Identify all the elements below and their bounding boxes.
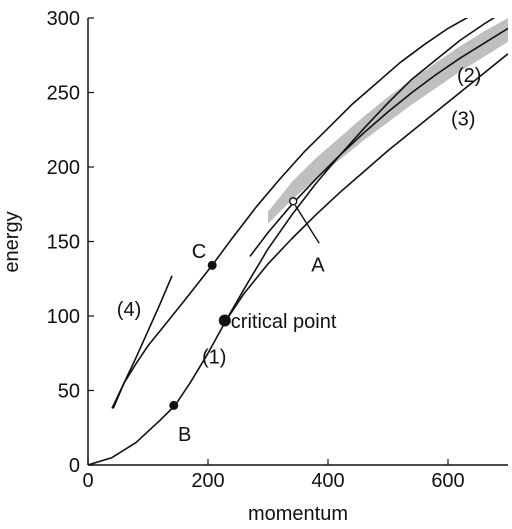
series-line-c [112, 18, 469, 409]
annotation-2: (2) [457, 65, 481, 87]
axes [87, 18, 508, 466]
points-layer [169, 197, 320, 410]
y-tick-label-150: 150 [47, 232, 80, 254]
point-c [207, 260, 217, 270]
x-tick-label-600: 600 [431, 470, 464, 492]
annotation-b: B [178, 424, 191, 446]
shaded-band [268, 18, 508, 224]
annotation-3: (3) [451, 108, 475, 130]
y-tick-label-300: 300 [47, 8, 80, 30]
y-tick-label-200: 200 [47, 157, 80, 179]
annotation-critical-point: critical point [231, 311, 337, 333]
x-tick-label-400: 400 [311, 470, 344, 492]
point-a-leader-line [294, 204, 320, 244]
y-axis-label: energy [1, 211, 23, 272]
point-a [289, 197, 298, 206]
shaded-band-layer [268, 18, 508, 224]
annotation-4: (4) [117, 299, 141, 321]
y-tick-label-50: 50 [58, 381, 80, 403]
annotation-a: A [311, 254, 325, 276]
series-lines-layer [88, 18, 508, 465]
series-line-3 [225, 53, 508, 321]
annotation-1: (1) [202, 347, 226, 369]
x-tick-label-0: 0 [82, 470, 93, 492]
ticks-layer: 0 200 400 600 0 50 100 150 200 250 300 [47, 8, 465, 492]
series-line-2 [249, 27, 508, 257]
y-tick-label-250: 250 [47, 83, 80, 105]
y-tick-label-0: 0 [69, 455, 80, 477]
point-critical-point [218, 314, 231, 327]
y-tick-label-100: 100 [47, 306, 80, 328]
point-b [169, 400, 179, 410]
x-tick-label-200: 200 [191, 470, 224, 492]
series-line-1 [88, 18, 496, 465]
x-axis-label: momentum [248, 503, 348, 525]
annotation-c: C [192, 241, 206, 263]
